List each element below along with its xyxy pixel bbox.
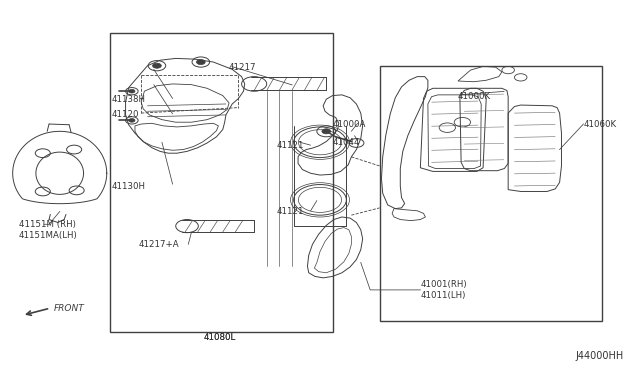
Text: 41000A: 41000A (333, 119, 366, 128)
Bar (110, 33, 333, 332)
Text: 41151M (RH): 41151M (RH) (19, 220, 76, 229)
Text: 41138H: 41138H (112, 95, 146, 104)
Bar (380, 66, 602, 321)
Text: J44000HH: J44000HH (576, 350, 624, 360)
Text: FRONT: FRONT (54, 304, 84, 312)
Text: 41080L: 41080L (204, 333, 236, 342)
Circle shape (196, 60, 205, 65)
Text: 41217: 41217 (229, 63, 257, 72)
Text: 41001(RH): 41001(RH) (420, 280, 467, 289)
Text: 41120: 41120 (112, 110, 140, 119)
Text: 41011(LH): 41011(LH) (420, 291, 466, 300)
Circle shape (129, 119, 135, 122)
Text: 41130H: 41130H (112, 182, 146, 190)
Text: 41217+A: 41217+A (138, 240, 179, 249)
Circle shape (322, 129, 331, 134)
Text: 41000K: 41000K (458, 92, 491, 101)
Text: 41121: 41121 (276, 207, 303, 216)
Text: 41060K: 41060K (584, 119, 616, 128)
Text: 41044: 41044 (333, 138, 360, 147)
Text: 41151MA(LH): 41151MA(LH) (19, 231, 77, 240)
Text: 41121: 41121 (276, 141, 303, 150)
Circle shape (129, 89, 135, 93)
Circle shape (152, 63, 161, 68)
Text: 41080L: 41080L (204, 333, 236, 342)
